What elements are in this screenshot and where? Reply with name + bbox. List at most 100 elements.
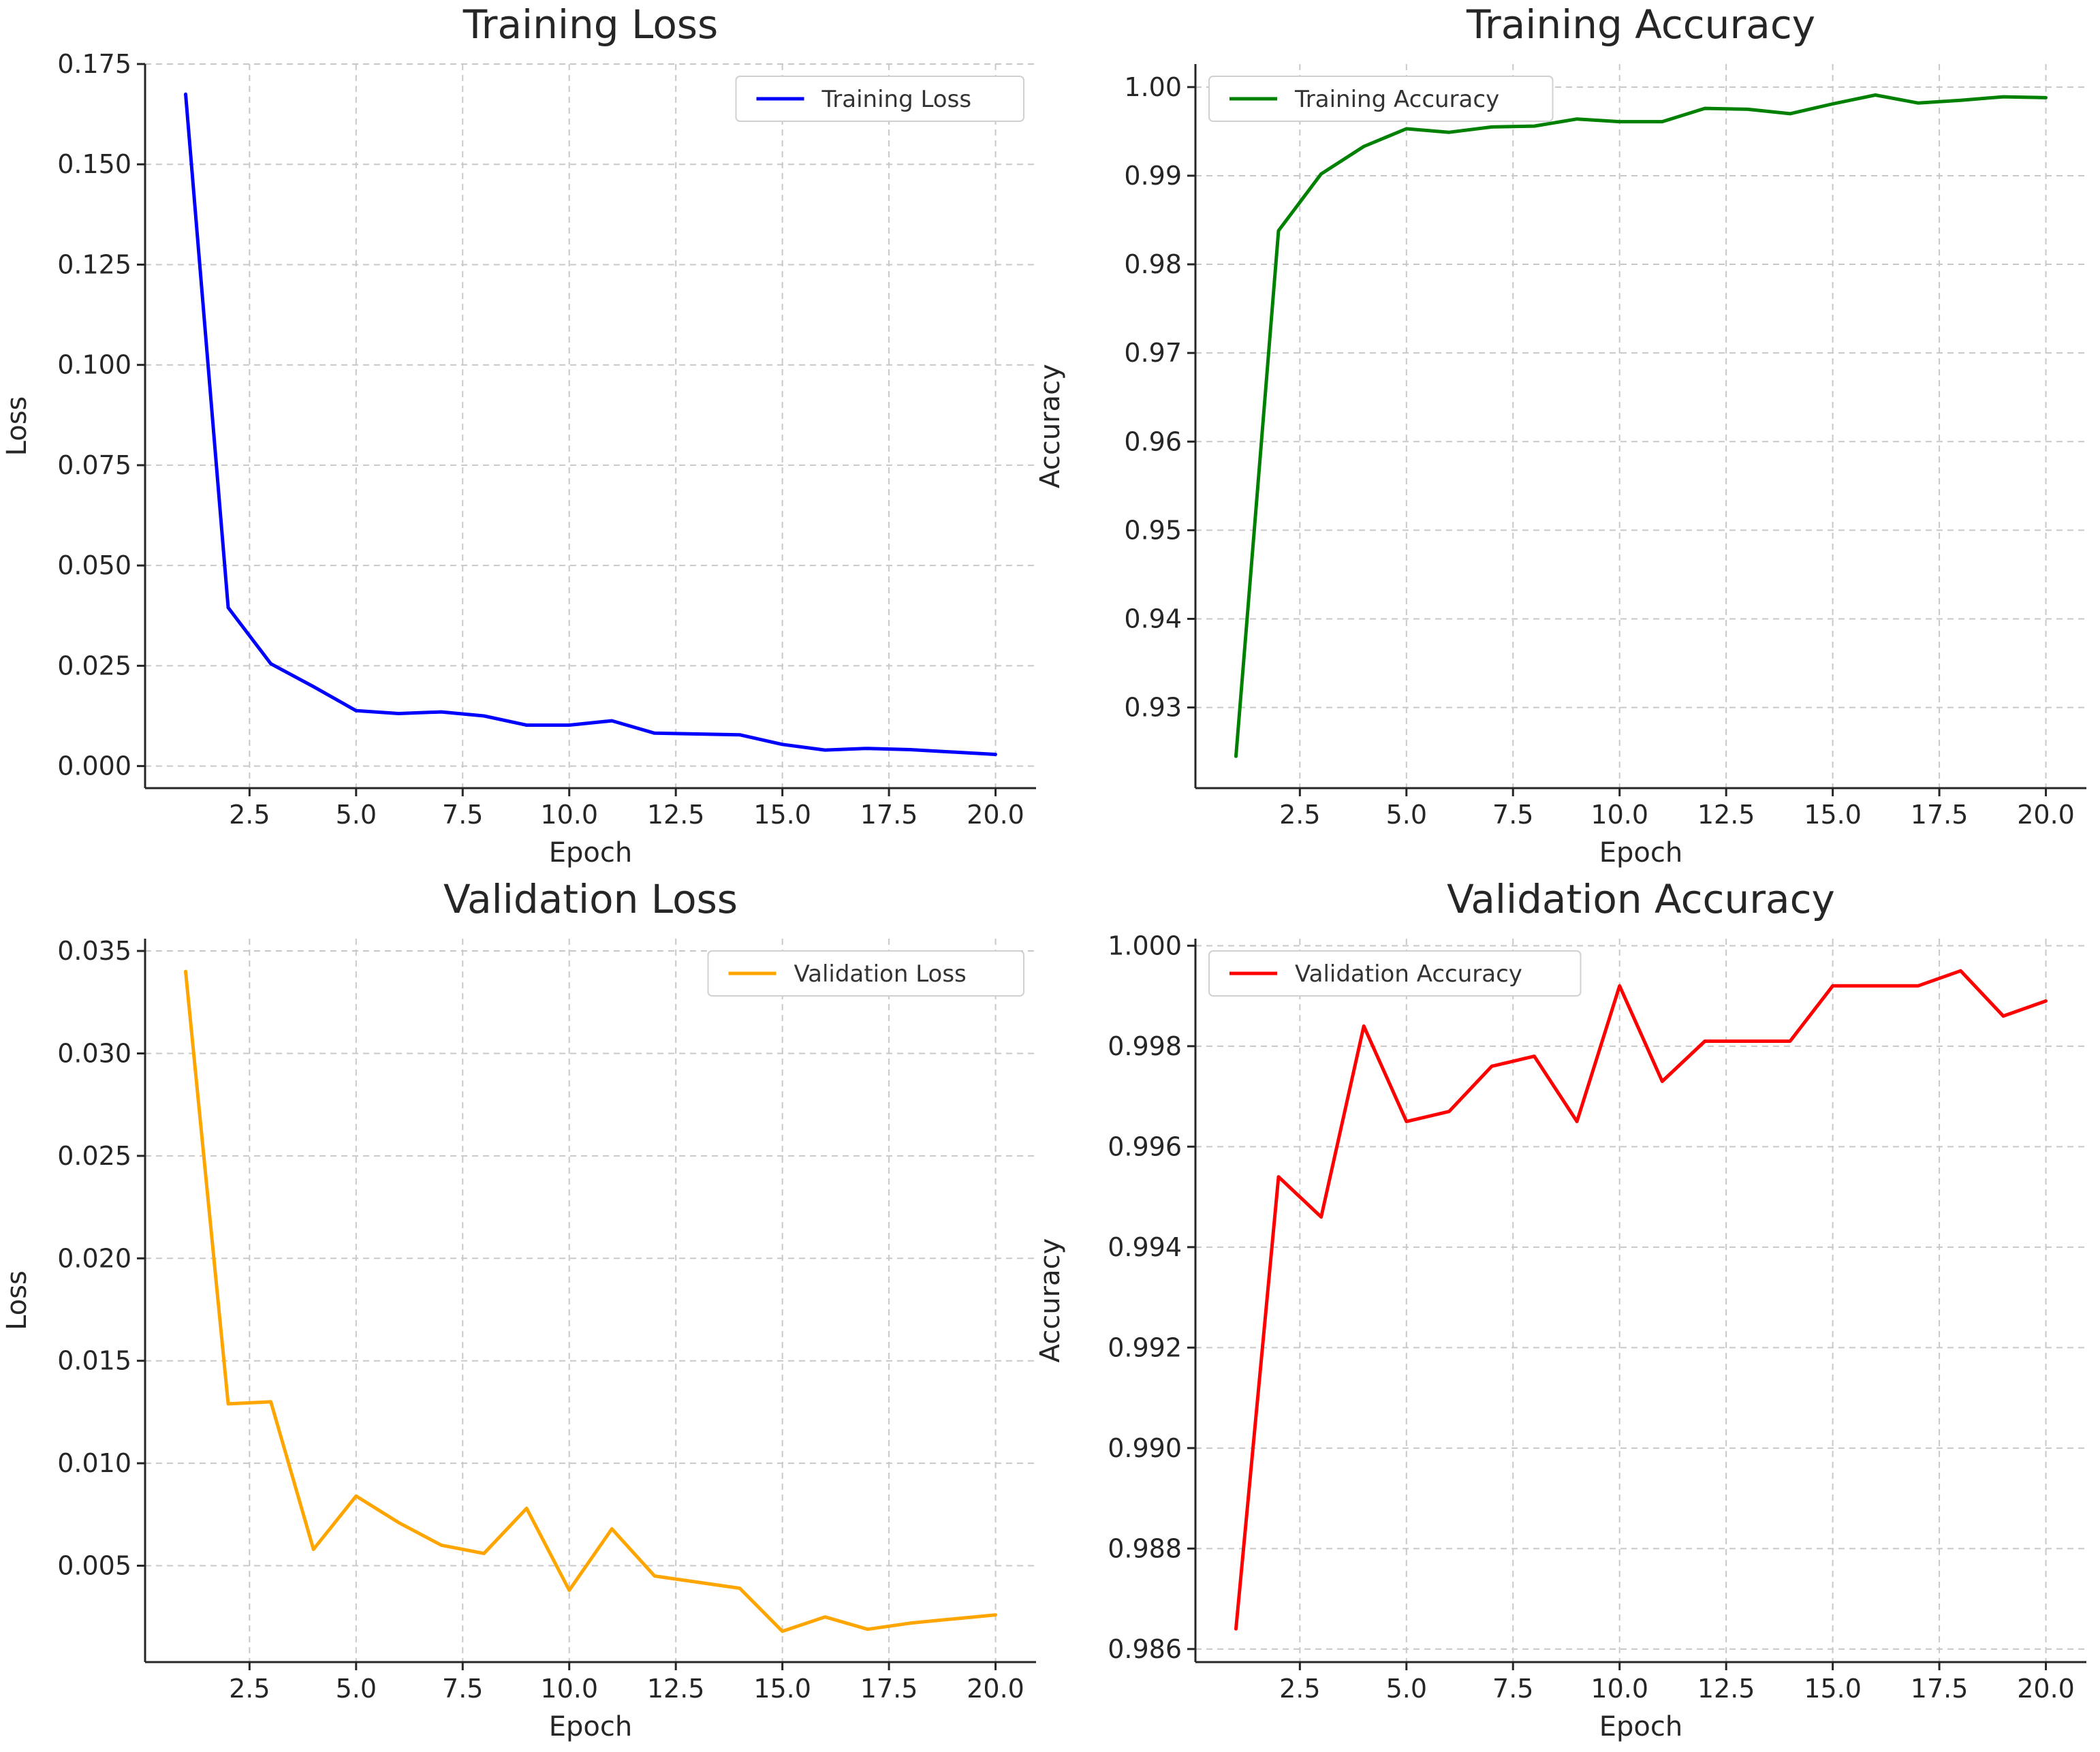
chart-title: Training Accuracy: [1466, 1, 1815, 48]
x-axis-label: Epoch: [1599, 1711, 1682, 1742]
y-tick-label: 0.990: [1108, 1433, 1182, 1463]
x-tick-label: 5.0: [336, 800, 377, 830]
y-tick-label: 0.010: [57, 1448, 131, 1478]
plot-area: 2.5 5.0 7.5 10.0 12.5 15.0 17.5 20.0 0.000 0.025 0…: [57, 49, 1036, 830]
chart-legend: Validation Loss: [707, 950, 1024, 997]
y-tick-label: 0.992: [1108, 1332, 1182, 1362]
x-tick-label: 20.0: [2017, 1674, 2075, 1704]
legend-box: [1208, 950, 1582, 997]
y-tick-label: 0.95: [1124, 515, 1182, 545]
y-tick-label: 0.025: [57, 651, 131, 681]
x-tick-label: 10.0: [1590, 800, 1648, 830]
x-tick-label: 17.5: [1911, 1674, 1969, 1704]
y-tick-label: 0.988: [1108, 1533, 1182, 1563]
chart-legend: Training Loss: [735, 76, 1024, 122]
y-tick-label: 0.015: [57, 1346, 131, 1376]
training-loss-chart: 2.5 5.0 7.5 10.0 12.5 15.0 17.5 20.0 0.000 0.025 0…: [1, 1, 1036, 869]
x-tick-label: 12.5: [647, 800, 705, 830]
y-tick-label: 0.035: [57, 936, 131, 966]
y-tick-label: 0.125: [57, 249, 131, 279]
x-axis-label: Epoch: [549, 837, 632, 869]
x-tick-label: 17.5: [860, 800, 918, 830]
y-tick-label: 0.94: [1124, 604, 1182, 633]
chart-legend: Validation Accuracy: [1208, 950, 1582, 997]
chart-title: Training Loss: [463, 1, 719, 48]
y-tick-label: 0.98: [1124, 249, 1182, 279]
y-axis-label: Loss: [1, 396, 33, 456]
series-line: [1234, 969, 2048, 1631]
legend-label: Training Loss: [821, 86, 972, 113]
x-tick-label: 20.0: [2017, 800, 2075, 830]
x-tick-label: 5.0: [336, 1674, 377, 1704]
x-tick-label: 2.5: [229, 1674, 270, 1704]
x-tick-label: 10.0: [540, 800, 598, 830]
y-axis-label: Accuracy: [1035, 1238, 1066, 1363]
x-tick-label: 10.0: [1590, 1674, 1648, 1704]
y-tick-label: 0.93: [1124, 693, 1182, 723]
chart-title: Validation Loss: [443, 876, 738, 922]
y-tick-label: 0.996: [1108, 1131, 1182, 1161]
x-tick-label: 10.0: [540, 1674, 598, 1704]
series-line: [184, 969, 997, 1633]
legend-box: [735, 76, 1024, 122]
series-line: [184, 92, 997, 756]
x-tick-label: 15.0: [753, 1674, 811, 1704]
x-tick-label: 7.5: [1492, 1674, 1533, 1704]
legend-box: [707, 950, 1024, 997]
y-tick-label: 1.000: [1108, 930, 1182, 960]
chart-title: Validation Accuracy: [1447, 876, 1835, 922]
y-tick-label: 0.100: [57, 350, 131, 380]
x-tick-label: 7.5: [1492, 800, 1533, 830]
x-axis-label: Epoch: [549, 1711, 632, 1742]
series-line: [1234, 93, 2048, 758]
y-tick-label: 0.005: [57, 1551, 131, 1581]
x-tick-label: 5.0: [1386, 800, 1427, 830]
x-tick-label: 12.5: [647, 1674, 705, 1704]
y-tick-label: 0.020: [57, 1243, 131, 1273]
x-tick-label: 2.5: [229, 800, 270, 830]
x-tick-label: 5.0: [1386, 1674, 1427, 1704]
y-tick-label: 0.075: [57, 450, 131, 480]
x-tick-label: 20.0: [967, 800, 1024, 830]
y-tick-label: 0.000: [57, 751, 131, 781]
legend-label: Validation Loss: [794, 960, 967, 988]
plot-area: 2.5 5.0 7.5 10.0 12.5 15.0 17.5 20.0 0.986 0.988 0…: [1108, 930, 2086, 1704]
training-accuracy-chart: 2.5 5.0 7.5 10.0 12.5 15.0 17.5 20.0 0.93 0.94 0.9…: [1035, 1, 2086, 869]
y-axis-label: Loss: [1, 1270, 33, 1330]
y-tick-label: 0.97: [1124, 338, 1182, 368]
y-tick-label: 0.050: [57, 550, 131, 580]
legend-label: Training Accuracy: [1294, 86, 1499, 113]
x-tick-label: 15.0: [1804, 800, 1862, 830]
x-tick-label: 20.0: [967, 1674, 1024, 1704]
plot-area: 2.5 5.0 7.5 10.0 12.5 15.0 17.5 20.0 0.005 0.010 0…: [57, 936, 1036, 1704]
legend-label: Validation Accuracy: [1295, 960, 1522, 988]
y-tick-label: 0.986: [1108, 1634, 1182, 1664]
y-tick-label: 0.025: [57, 1141, 131, 1171]
x-tick-label: 17.5: [1911, 800, 1969, 830]
y-tick-label: 0.96: [1124, 426, 1182, 456]
y-tick-label: 0.175: [57, 49, 131, 79]
x-tick-label: 15.0: [1804, 1674, 1862, 1704]
validation-loss-chart: 2.5 5.0 7.5 10.0 12.5 15.0 17.5 20.0 0.005 0.010 0…: [1, 876, 1036, 1742]
x-tick-label: 7.5: [442, 800, 483, 830]
x-tick-label: 15.0: [753, 800, 811, 830]
y-tick-label: 0.99: [1124, 161, 1182, 191]
x-tick-label: 12.5: [1697, 800, 1755, 830]
x-tick-label: 17.5: [860, 1674, 918, 1704]
y-tick-label: 0.030: [57, 1038, 131, 1068]
x-tick-label: 2.5: [1279, 1674, 1320, 1704]
chart-legend: Training Accuracy: [1208, 76, 1554, 122]
y-tick-label: 1.00: [1124, 72, 1182, 102]
y-tick-label: 0.150: [57, 149, 131, 179]
y-tick-label: 0.998: [1108, 1031, 1182, 1061]
x-axis-label: Epoch: [1599, 837, 1682, 869]
x-tick-label: 7.5: [442, 1674, 483, 1704]
x-tick-label: 12.5: [1697, 1674, 1755, 1704]
y-tick-label: 0.994: [1108, 1232, 1182, 1262]
legend-box: [1208, 76, 1554, 122]
y-axis-label: Accuracy: [1035, 364, 1066, 488]
x-tick-label: 2.5: [1279, 800, 1320, 830]
plot-area: 2.5 5.0 7.5 10.0 12.5 15.0 17.5 20.0 0.93 0.94 0.9…: [1124, 64, 2086, 830]
validation-accuracy-chart: 2.5 5.0 7.5 10.0 12.5 15.0 17.5 20.0 0.986 0.988 0…: [1035, 876, 2086, 1742]
